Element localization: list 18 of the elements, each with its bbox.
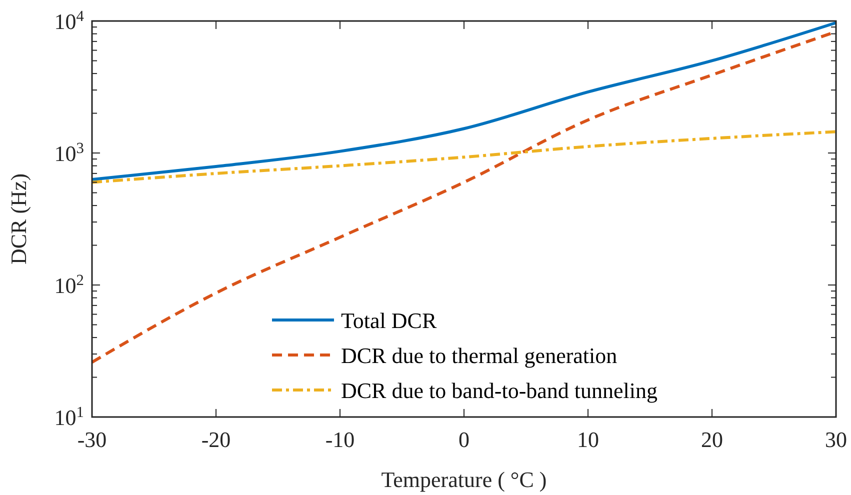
x-tick-label: 30 (825, 427, 847, 452)
x-tick-label: 0 (458, 427, 470, 452)
legend-label: Total DCR (341, 308, 437, 333)
x-axis-title: Temperature ( °C ) (381, 467, 547, 492)
x-tick-label: 20 (701, 427, 723, 452)
line-series (90, 130, 838, 184)
x-tick-label: 10 (577, 427, 599, 452)
y-tick-label: 10$^{1}$ (54, 404, 84, 430)
x-tick-label: -30 (77, 427, 107, 452)
legend-label: DCR due to thermal generation (341, 343, 618, 368)
x-tick-label: -20 (201, 427, 231, 452)
y-tick-label: 10$^{3}$ (54, 140, 84, 166)
y-tick-label: 10$^{4}$ (54, 8, 84, 34)
x-tick-label: -10 (325, 427, 355, 452)
y-axis-title: DCR (Hz) (6, 173, 31, 265)
y-tick-label: 10$^{2}$ (54, 272, 84, 298)
legend-label: DCR due to band-to-band tunneling (341, 378, 658, 403)
line-series (90, 21, 838, 181)
